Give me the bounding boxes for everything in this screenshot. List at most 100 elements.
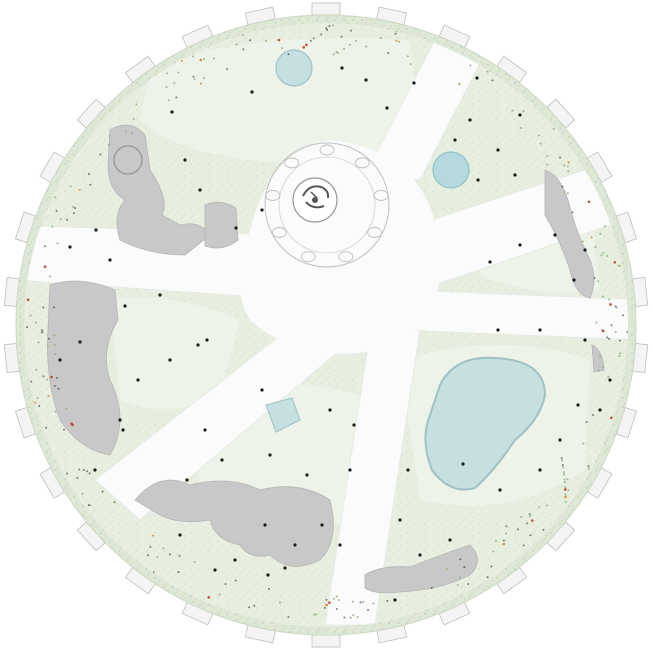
paving-east-strip: [544, 169, 595, 299]
shrub-dot: [599, 355, 602, 358]
shrub-dot: [539, 142, 542, 145]
plaza-planter: [319, 144, 335, 156]
tree-marker: [572, 278, 576, 282]
shrub-dot: [71, 205, 74, 208]
shrub-dot: [53, 384, 56, 387]
shrub-dot: [617, 264, 620, 267]
shrub-dot: [277, 38, 281, 42]
shrub-dot: [101, 490, 104, 493]
shrub-dot: [587, 465, 590, 468]
shrub-dot: [587, 200, 591, 204]
shrub-dot: [504, 532, 507, 535]
tree-marker: [263, 523, 267, 527]
shrub-dot: [323, 606, 326, 609]
shrub-dot: [325, 27, 328, 30]
shrub-dot: [69, 185, 72, 188]
shrub-dot: [610, 416, 613, 420]
shrub-dot: [149, 545, 152, 548]
shrub-dot: [113, 501, 116, 504]
shrub-dot: [542, 528, 545, 531]
shrub-dot: [71, 423, 74, 427]
shrub-dot: [597, 280, 600, 283]
shrub-dot: [34, 321, 37, 324]
tree-marker: [608, 378, 612, 382]
shrub-dot: [337, 599, 340, 602]
fountain-icon: [292, 177, 338, 223]
shrub-dot: [309, 39, 312, 42]
shrub-dot: [305, 43, 308, 47]
shrub-dot: [44, 245, 47, 248]
tree-marker: [220, 458, 224, 462]
shrub-dot: [65, 472, 68, 475]
tree-marker: [558, 438, 562, 442]
shrub-dot: [597, 369, 600, 372]
tree-marker: [583, 338, 587, 342]
shrub-dot: [156, 555, 159, 558]
shrub-dot: [248, 606, 251, 609]
shrub-dot: [54, 410, 57, 413]
shrub-dot: [253, 604, 256, 607]
shrub-dot: [287, 616, 290, 619]
plaza-planter: [338, 251, 354, 263]
tree-markers: [58, 66, 612, 602]
tree-marker: [196, 343, 200, 347]
shrub-dot: [351, 600, 354, 603]
shrub-dot: [50, 375, 53, 379]
shrub-dot: [146, 554, 149, 557]
shrub-dot: [585, 421, 588, 424]
shrub-dot: [459, 558, 462, 561]
central-plaza: [240, 140, 441, 354]
tree-marker: [198, 188, 202, 192]
paving-west: [47, 280, 121, 456]
shrub-dot: [566, 165, 569, 168]
shrub-dot: [78, 468, 81, 471]
shrub-dot: [458, 82, 461, 85]
tree-marker: [203, 428, 207, 432]
shrub-dot: [152, 571, 155, 574]
shrub-dot: [386, 599, 389, 602]
shrub-dot: [56, 376, 59, 379]
paving-northwest-feature: [204, 201, 239, 249]
tree-marker: [320, 523, 324, 527]
shrub-dot: [242, 34, 245, 37]
shrub-dot: [445, 568, 448, 571]
tree-marker: [364, 78, 368, 82]
shrub-dot: [302, 46, 305, 49]
shrub-dot: [618, 339, 621, 342]
plaza-planter: [271, 227, 287, 238]
shrub-dot: [494, 539, 497, 542]
shrub-dot: [89, 183, 92, 186]
shrub-dot: [349, 29, 352, 32]
shrub-dot: [337, 52, 340, 55]
shrub-dot: [43, 265, 47, 269]
tree-marker: [260, 388, 264, 392]
shrub-dot: [175, 96, 178, 99]
shrub-dot: [46, 345, 49, 348]
fountain-pool-northeast: [432, 151, 470, 189]
shrub-dot: [320, 33, 323, 36]
shrub-dot: [53, 343, 56, 346]
shrub-dot: [406, 55, 409, 58]
tree-marker: [185, 478, 189, 482]
shrub-dot: [563, 164, 566, 167]
shrub-dot: [528, 513, 531, 516]
tree-marker: [513, 173, 517, 177]
shrub-dot: [606, 336, 609, 339]
shrub-dot: [621, 314, 624, 317]
shrub-dot: [335, 595, 338, 598]
tree-marker: [213, 568, 217, 572]
tree-marker: [348, 468, 352, 472]
shrub-dot: [328, 25, 331, 28]
tree-marker: [178, 533, 182, 537]
tree-marker: [412, 81, 416, 85]
meadow-west: [110, 297, 240, 409]
tree-marker: [518, 113, 522, 117]
tree-marker: [468, 118, 472, 122]
shrub-dot: [563, 473, 566, 476]
shrub-dot: [325, 598, 328, 601]
shrub-dot: [520, 515, 523, 518]
shrub-dot: [587, 467, 590, 470]
tree-marker: [598, 408, 602, 412]
paving-northwest-ring: [113, 145, 143, 175]
